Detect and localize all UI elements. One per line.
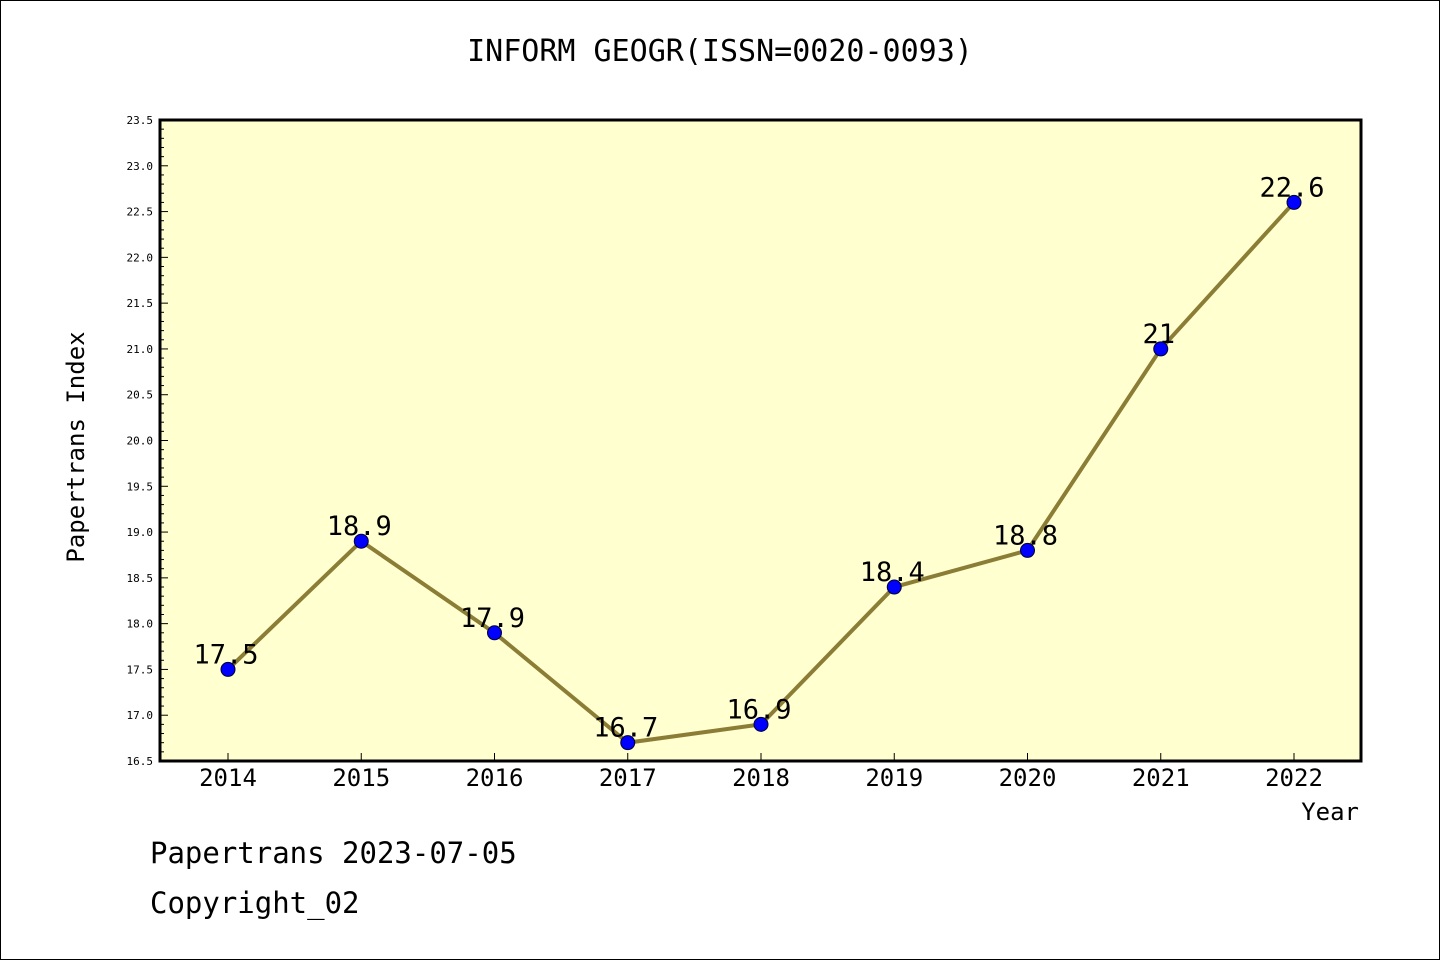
x-tick-label: 2015 [332, 764, 390, 792]
x-tick-label: 2021 [1132, 764, 1190, 792]
y-tick-label: 19.0 [127, 526, 154, 539]
y-tick-label: 16.5 [127, 755, 154, 768]
x-tick-label: 2020 [999, 764, 1057, 792]
x-tick-label: 2019 [865, 764, 923, 792]
y-tick-label: 18.0 [127, 618, 154, 631]
footer-date-text: Papertrans 2023-07-05 [150, 836, 517, 870]
data-point [620, 735, 636, 751]
data-point [1286, 194, 1302, 210]
x-tick-label: 2014 [199, 764, 257, 792]
y-tick-label: 20.0 [127, 435, 154, 448]
y-axis-ticks: 16.5 17.0 17.5 18.0 18.5 19.0 19.5 20.0 20.5 21.0… [127, 114, 168, 768]
x-axis-ticks: 2014 2015 2016 2017 2018 2019 2020 2021 2022 [199, 753, 1323, 792]
y-tick-label: 17.5 [127, 663, 154, 676]
x-axis-label: Year [1301, 798, 1359, 826]
x-tick-label: 2017 [599, 764, 657, 792]
y-tick-label: 21.5 [127, 297, 154, 310]
data-point [1153, 341, 1169, 357]
data-point [1020, 542, 1035, 558]
series-markers [220, 194, 1302, 751]
y-tick-label: 23.0 [127, 160, 154, 173]
data-point [886, 579, 902, 595]
y-tick-label: 19.5 [127, 480, 154, 493]
data-point [487, 625, 502, 641]
chart-title: INFORM GEOGR(ISSN=0020-0093) [467, 34, 973, 69]
y-tick-label: 18.5 [127, 572, 154, 585]
y-tick-label: 21.0 [127, 343, 154, 356]
plot-area [158, 118, 1363, 763]
y-tick-label: 22.5 [127, 206, 154, 219]
data-point [753, 716, 769, 732]
y-axis-label: Papertrans Index [62, 331, 90, 562]
y-tick-label: 23.5 [127, 114, 154, 127]
x-tick-label: 2022 [1265, 764, 1323, 792]
x-tick-label: 2018 [732, 764, 790, 792]
data-point [220, 661, 236, 677]
y-tick-label: 17.0 [127, 709, 154, 722]
footer-copyright-text: Copyright_02 [150, 886, 360, 920]
y-tick-label: 20.5 [127, 389, 154, 402]
x-tick-label: 2016 [466, 764, 524, 792]
data-point [353, 533, 369, 549]
y-tick-label: 22.0 [127, 251, 154, 264]
